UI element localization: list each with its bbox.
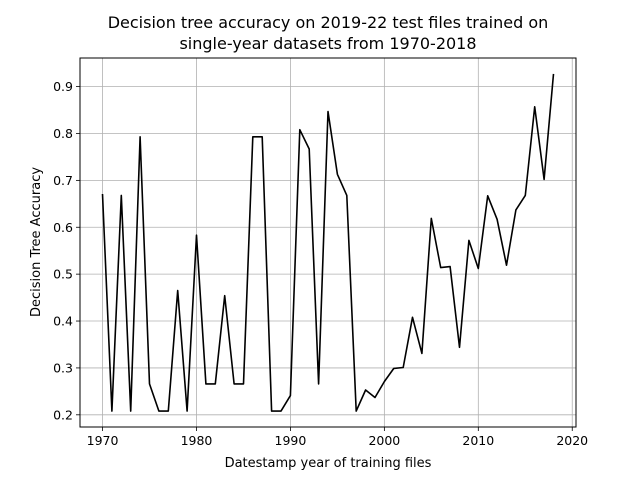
x-axis-ticks: 1970 1980 1990 2000 2010 2020 <box>87 427 588 448</box>
data-points <box>102 73 554 412</box>
y-tick-label: 0.5 <box>53 267 73 282</box>
y-tick-label: 0.4 <box>53 314 73 329</box>
x-tick-label: 2010 <box>462 433 494 448</box>
chart-title-line-1: Decision tree accuracy on 2019-22 test f… <box>108 13 549 32</box>
y-tick-label: 0.8 <box>53 126 73 141</box>
plot-area-frame <box>79 57 577 428</box>
y-axis-label: Decision Tree Accuracy <box>29 167 44 317</box>
x-tick-label: 1980 <box>181 433 213 448</box>
x-tick-label: 2000 <box>368 433 400 448</box>
chart-title-line-2: single-year datasets from 1970-2018 <box>179 34 476 53</box>
accuracy-line <box>101 73 555 412</box>
x-tick-label: 2020 <box>556 433 588 448</box>
y-tick-label: 0.6 <box>53 220 73 235</box>
y-tick-label: 0.2 <box>53 407 73 422</box>
y-tick-label: 0.7 <box>53 173 73 188</box>
x-axis-label: Datestamp year of training files <box>225 456 432 471</box>
y-axis-ticks: 0.2 0.3 0.4 0.5 0.6 0.7 0.8 0.9 <box>53 79 80 422</box>
x-tick-label: 1990 <box>275 433 307 448</box>
y-tick-label: 0.9 <box>53 79 73 94</box>
x-tick-label: 1970 <box>87 433 119 448</box>
y-tick-label: 0.3 <box>53 360 73 375</box>
